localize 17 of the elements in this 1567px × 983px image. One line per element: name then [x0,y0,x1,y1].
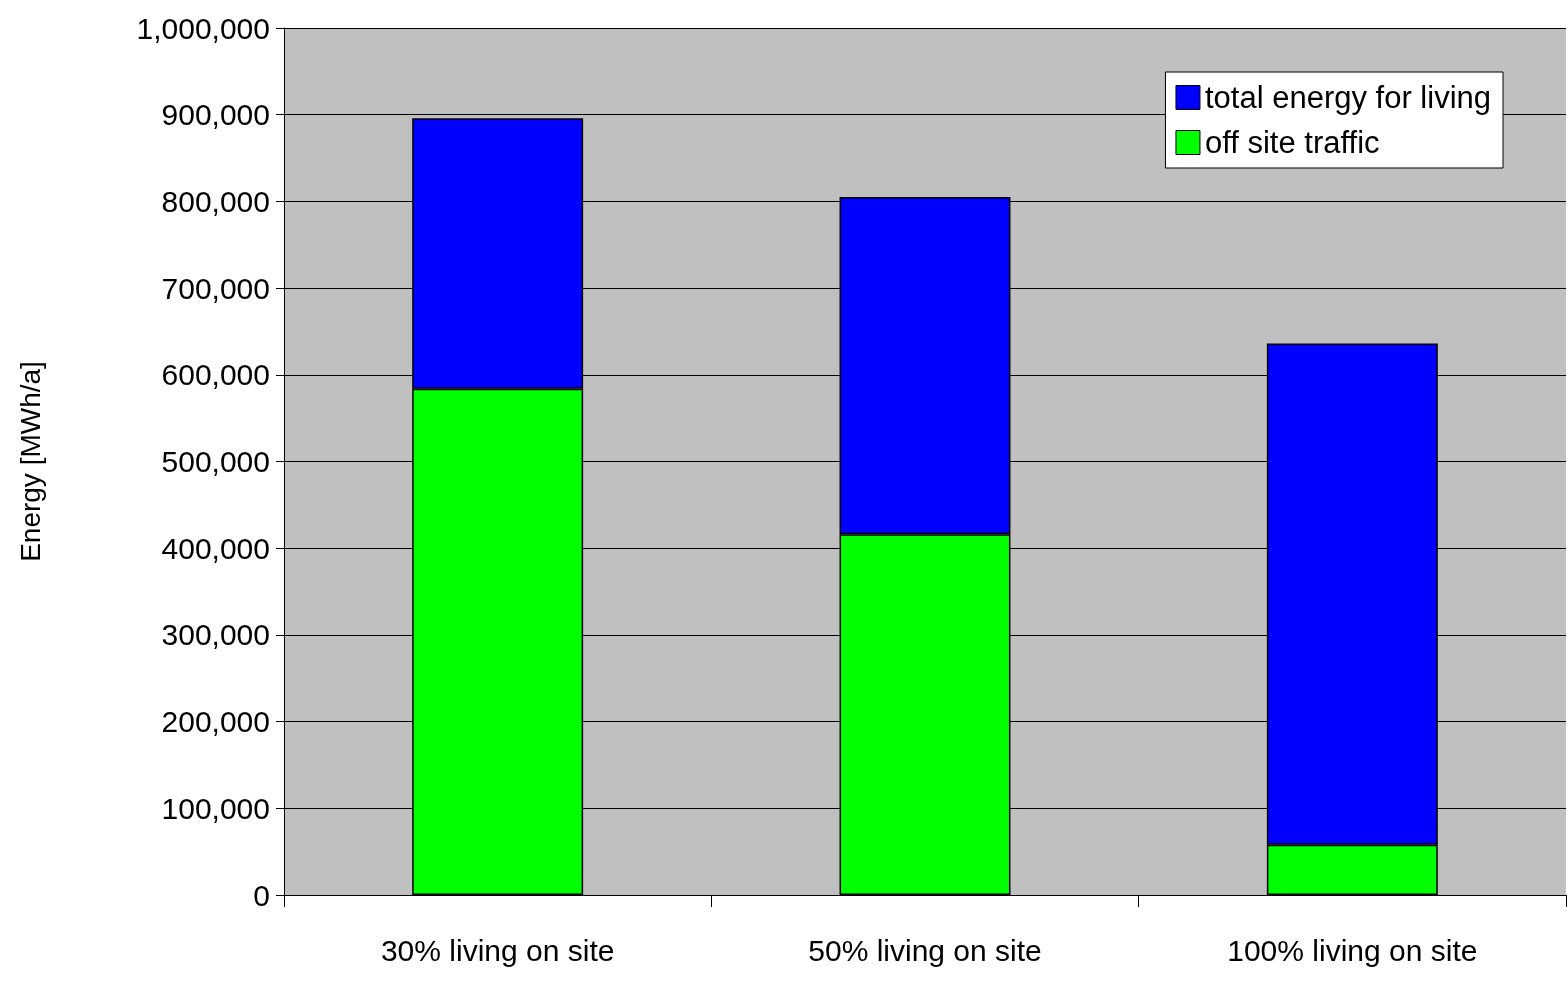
legend-label: total energy for living [1204,80,1492,115]
y-tick-label: 400,000 [161,531,270,565]
y-axis-title: Energy [MWh/a] [14,361,46,562]
y-tick-label: 700,000 [161,271,270,305]
y-tick-label: 100,000 [161,791,270,825]
y-tick-label: 800,000 [161,184,270,218]
x-tick-label: 30% living on site [380,933,615,967]
x-tick-label: 100% living on site [1227,933,1478,967]
y-tick-label: 0 [253,878,270,912]
y-tick-label: 300,000 [161,618,270,652]
y-tick-label: 500,000 [161,445,270,478]
y-tick-label: 200,000 [161,705,270,739]
x-tick-label: 50% living on site [808,933,1042,967]
y-tick-label: 900,000 [161,98,270,132]
y-tick-label: 1,000,000 [136,11,270,45]
legend-label: off site traffic [1204,125,1380,160]
y-tick-label: 600,000 [161,358,270,392]
